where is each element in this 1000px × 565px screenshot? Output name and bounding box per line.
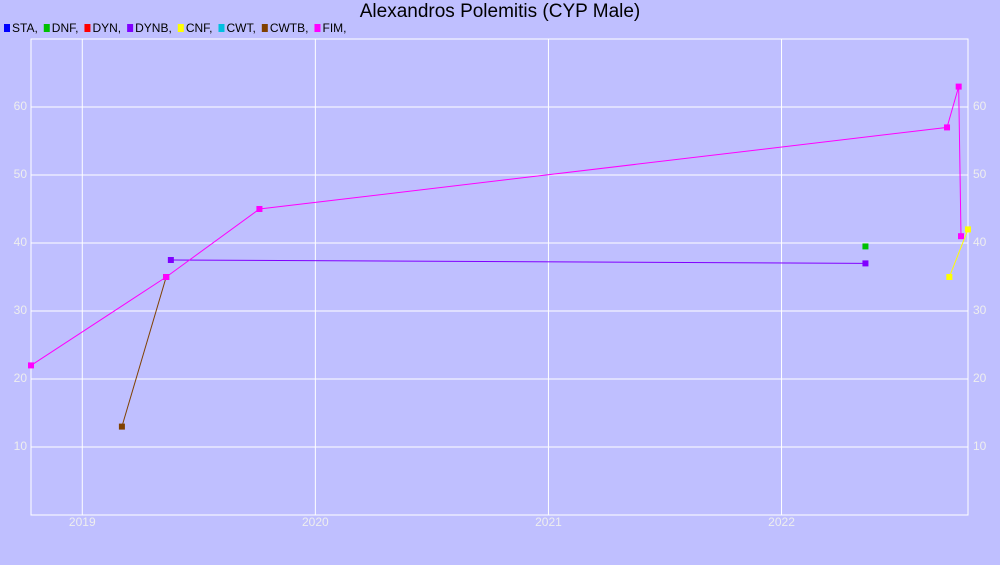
legend-swatch xyxy=(177,24,184,32)
point xyxy=(118,423,125,430)
legend-swatch xyxy=(4,24,10,32)
point xyxy=(944,124,951,131)
point xyxy=(167,257,174,263)
plot-area xyxy=(30,38,969,516)
y-tick-label: 20 xyxy=(14,371,28,385)
legend-label: STA, xyxy=(12,21,38,35)
point xyxy=(965,226,971,233)
series-line xyxy=(30,86,962,366)
legend-label: DYNB, xyxy=(135,21,172,35)
legend-label: CWTB, xyxy=(270,21,309,35)
series-line xyxy=(170,259,866,264)
legend-swatch xyxy=(314,24,321,32)
y2-tick-label: 20 xyxy=(973,371,987,385)
y2-tick-label: 30 xyxy=(973,303,987,317)
point xyxy=(955,83,962,90)
point xyxy=(163,274,170,280)
legend-swatch xyxy=(261,24,268,32)
legend-swatch xyxy=(127,24,134,32)
legend-label: FIM, xyxy=(322,21,346,35)
point xyxy=(862,260,869,267)
x-tick-label: 2020 xyxy=(302,515,329,529)
x-tick-label: 2022 xyxy=(768,515,795,529)
point xyxy=(862,243,869,250)
point xyxy=(958,233,965,240)
legend-swatch xyxy=(84,24,91,32)
legend-label: DYN, xyxy=(92,21,121,35)
y-tick-label: 40 xyxy=(14,235,28,249)
legend-swatch xyxy=(43,24,50,32)
y2-tick-label: 40 xyxy=(973,235,987,249)
legend-label: CWT, xyxy=(226,21,255,35)
y-tick-label: 50 xyxy=(14,167,28,181)
legend-swatch xyxy=(218,24,225,32)
y2-tick-label: 50 xyxy=(973,167,987,181)
y-tick-label: 10 xyxy=(14,439,28,453)
point xyxy=(256,206,263,212)
series-line xyxy=(948,229,969,278)
y-tick-label: 60 xyxy=(14,99,28,113)
y-tick-label: 30 xyxy=(14,303,28,317)
legend-label: DNF, xyxy=(52,21,79,35)
series-line xyxy=(121,276,167,427)
y2-tick-label: 60 xyxy=(973,99,987,113)
x-tick-label: 2021 xyxy=(535,515,562,529)
point xyxy=(946,274,953,280)
chart-title: Alexandros Polemitis (CYP Male) xyxy=(360,1,641,22)
x-tick-label: 2019 xyxy=(69,515,96,529)
point xyxy=(28,362,34,369)
y2-tick-label: 10 xyxy=(973,439,987,453)
legend-label: CNF, xyxy=(186,21,213,35)
